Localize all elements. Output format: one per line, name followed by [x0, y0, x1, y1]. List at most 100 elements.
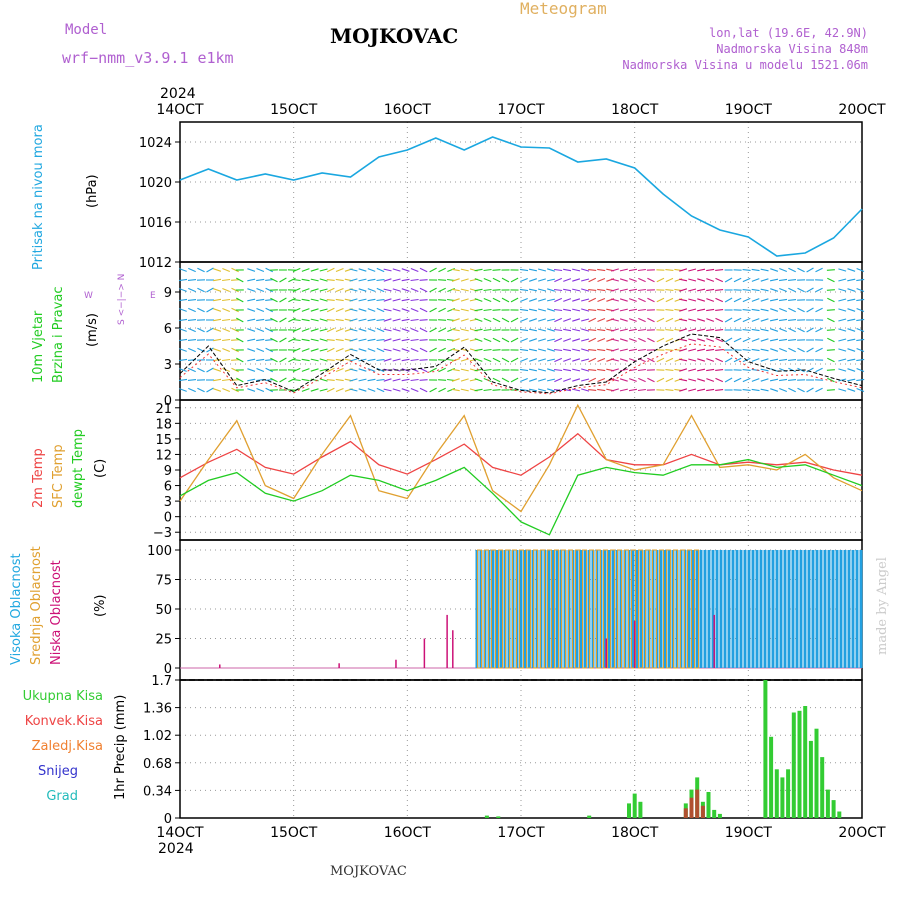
wind-arrow	[411, 309, 418, 312]
wind-arrow	[256, 279, 264, 280]
wind-arrow	[359, 389, 367, 391]
wind-arrow	[779, 339, 787, 340]
wind-arrow	[734, 338, 741, 342]
wind-arrow	[493, 278, 500, 281]
wind-arrow	[222, 349, 229, 352]
wind-arrow	[402, 279, 410, 280]
wind-arrow	[807, 268, 814, 272]
wind-arrows	[179, 268, 864, 392]
wind-arrow	[572, 289, 580, 291]
wind-arrow	[231, 360, 239, 361]
wind-arrow	[320, 349, 328, 351]
y-tick-label: 0	[164, 511, 172, 526]
wind-arrow	[588, 290, 596, 291]
wind-arrow	[529, 359, 537, 362]
wind-arrow	[798, 348, 805, 352]
high-cloud-bar	[812, 550, 815, 668]
wind-arrow	[475, 309, 483, 310]
wind-arrow	[502, 278, 509, 282]
wind-arrow	[581, 289, 589, 291]
wind-arrow	[761, 359, 769, 361]
wind-arrow	[311, 369, 319, 371]
y-tick-label: 15	[155, 433, 172, 448]
wind-arrow	[597, 269, 605, 270]
bottom-tick-label: 20OCT	[838, 825, 886, 841]
wind-arrow	[247, 319, 255, 321]
wind-arrow	[743, 298, 750, 301]
wind-arrow	[581, 339, 589, 341]
wind-arrow	[438, 360, 446, 361]
wind-arrow	[666, 358, 673, 361]
wind-arrow	[393, 269, 401, 271]
wind-arrow	[547, 269, 555, 271]
wind-arrow	[461, 329, 469, 331]
wind-arrow	[336, 269, 344, 272]
wind-arrow	[666, 318, 673, 321]
wind-arrow	[816, 268, 823, 272]
wind-arrow	[213, 339, 221, 340]
bottom-tick-label: 17OCT	[497, 825, 545, 841]
wind-arrow	[359, 349, 367, 351]
wind-arrow	[320, 359, 328, 361]
wind-arrow	[222, 340, 230, 341]
wind-arrow	[368, 329, 375, 332]
wind-arrow	[311, 389, 319, 391]
wind-arrow	[520, 339, 527, 342]
wind-arrow	[452, 389, 460, 390]
wind-arrow	[475, 329, 483, 330]
wind-arrow	[265, 380, 273, 381]
wind-arrow	[688, 339, 696, 341]
wind-arrow	[620, 349, 628, 351]
wind-arrow	[247, 359, 255, 361]
wind-arrow	[222, 309, 229, 312]
wind-arrow	[384, 379, 392, 381]
wind-arrow	[247, 269, 255, 272]
wind-arrow	[359, 329, 367, 331]
wind-arrow	[547, 349, 555, 351]
conv-precip-bar	[684, 808, 688, 818]
wind-arrow	[502, 378, 509, 382]
wind-arrow	[715, 370, 723, 371]
wind-arrow	[715, 270, 723, 271]
wind-arrow	[847, 319, 855, 321]
wind-arrow	[207, 268, 214, 272]
wind-arrow	[402, 289, 410, 292]
wind-arrow	[779, 309, 787, 312]
wind-arrow	[438, 320, 446, 321]
wind-arrow	[529, 389, 537, 391]
wind-arrow	[666, 298, 673, 301]
wind-arrow	[411, 289, 418, 292]
cloud-ylabel-1: Visoka Oblacnost	[9, 553, 24, 665]
wind-arrow	[188, 348, 195, 351]
wind-arrow	[302, 319, 310, 320]
wind-arrow	[638, 330, 646, 331]
wind-arrow	[502, 318, 509, 322]
wind-arrow	[779, 289, 787, 292]
wind-arrow	[657, 278, 664, 282]
wind-arrow	[856, 379, 864, 380]
total-precip-bar	[837, 812, 841, 819]
wind-arrow	[554, 290, 562, 291]
wind-arrow	[368, 289, 375, 292]
high-cloud-bar	[776, 550, 779, 668]
wind-arrow	[807, 308, 814, 312]
y-tick-label: 1.36	[143, 702, 172, 717]
wind-arrow	[384, 349, 392, 351]
wind-arrow	[598, 319, 605, 322]
wind-arrow	[798, 268, 805, 272]
wind-arrow	[320, 319, 328, 321]
y-tick-label: 75	[155, 574, 172, 589]
wind-arrow	[589, 318, 596, 321]
pressure-unit: (hPa)	[85, 174, 100, 208]
wind-arrow	[213, 269, 221, 272]
wind-arrow	[222, 329, 229, 332]
wind-arrow	[547, 289, 555, 291]
wind-arrow	[493, 330, 501, 331]
wind-arrow	[302, 299, 310, 300]
wind-arrow	[430, 268, 437, 272]
wind-arrow	[336, 379, 344, 380]
wind-arrow	[302, 369, 310, 372]
high-cloud-bar	[788, 550, 791, 668]
